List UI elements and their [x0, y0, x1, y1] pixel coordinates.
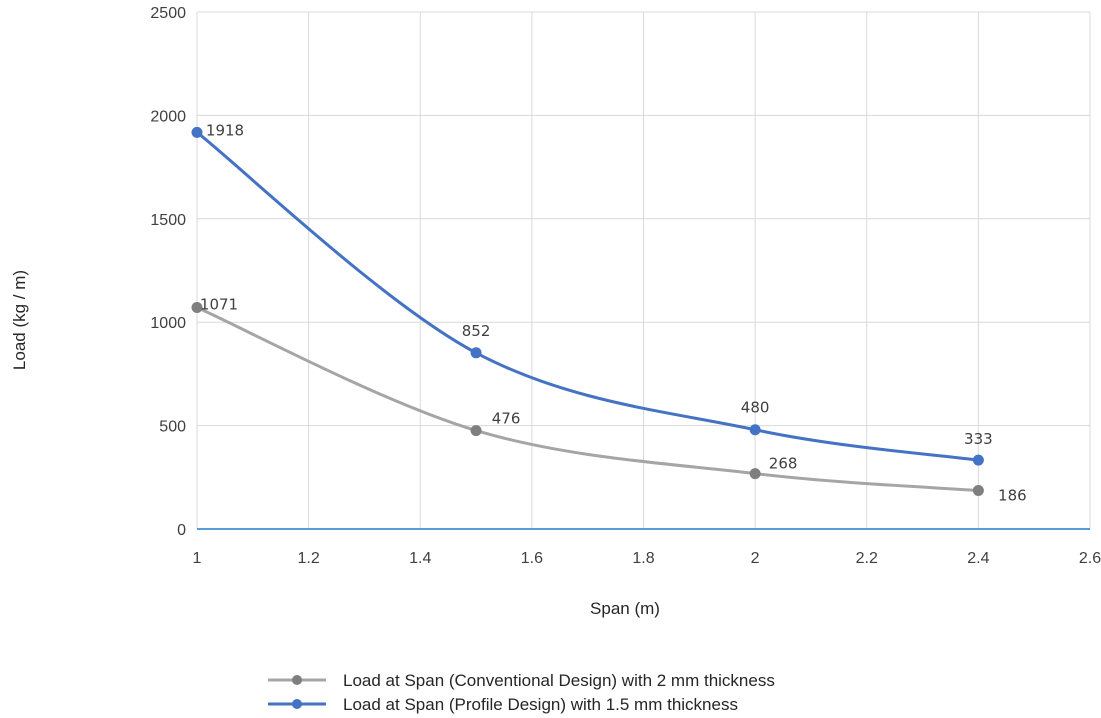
- y-tick-label: 2000: [150, 108, 186, 125]
- series-2: 1918 852 480 333: [191, 121, 993, 466]
- x-tick-label: 2.6: [1079, 550, 1101, 567]
- series-1: 1071 476 268 186: [191, 296, 1027, 505]
- y-tick-label: 1000: [150, 315, 186, 332]
- grid: [196, 11, 1091, 529]
- data-point[interactable]: [470, 425, 482, 437]
- x-tick-label: 1.6: [521, 550, 543, 567]
- data-label: 268: [769, 455, 798, 473]
- data-label: 480: [741, 399, 770, 417]
- x-axis-title: Span (m): [590, 599, 660, 618]
- x-tick-label: 1.4: [409, 550, 431, 567]
- data-label: 186: [998, 487, 1027, 505]
- data-point[interactable]: [191, 126, 203, 138]
- data-point[interactable]: [972, 485, 984, 497]
- x-tick-label: 1: [193, 550, 202, 567]
- y-tick-label: 2500: [150, 5, 186, 22]
- legend-label: Load at Span (Conventional Design) with …: [343, 671, 775, 690]
- data-label: 852: [462, 322, 491, 340]
- x-tick-label: 2: [751, 550, 760, 567]
- data-point[interactable]: [749, 424, 761, 436]
- x-tick-labels: 1 1.2 1.4 1.6 1.8 2 2.2 2.4 2.6: [193, 550, 1101, 567]
- data-point[interactable]: [470, 347, 482, 359]
- y-axis-title: Load (kg / m): [10, 270, 29, 370]
- y-tick-labels: 0 500 1000 1500 2000 2500: [150, 5, 186, 539]
- legend-swatch-marker: [292, 675, 302, 685]
- data-label: 1918: [206, 121, 244, 139]
- data-point[interactable]: [191, 302, 203, 314]
- data-label: 333: [964, 430, 993, 448]
- legend-swatch-marker: [292, 699, 302, 709]
- x-tick-label: 2.4: [967, 550, 989, 567]
- x-tick-label: 1.2: [298, 550, 320, 567]
- y-tick-label: 1500: [150, 212, 186, 229]
- series-line: [195, 130, 980, 462]
- x-tick-label: 2.2: [856, 550, 878, 567]
- y-tick-label: 500: [159, 419, 186, 436]
- x-tick-label: 1.8: [632, 550, 654, 567]
- legend-item-2: Load at Span (Profile Design) with 1.5 m…: [268, 695, 738, 714]
- data-label: 476: [492, 410, 521, 428]
- series-line: [195, 306, 980, 493]
- legend-item-1: Load at Span (Conventional Design) with …: [268, 671, 775, 690]
- y-tick-label: 0: [177, 522, 186, 539]
- legend: Load at Span (Conventional Design) with …: [268, 671, 775, 714]
- data-label: 1071: [200, 296, 238, 314]
- legend-label: Load at Span (Profile Design) with 1.5 m…: [343, 695, 738, 714]
- series-layer: 1071 476 268 186 1918 852 480 333: [191, 121, 1027, 505]
- data-point[interactable]: [972, 454, 984, 466]
- data-point[interactable]: [749, 468, 761, 480]
